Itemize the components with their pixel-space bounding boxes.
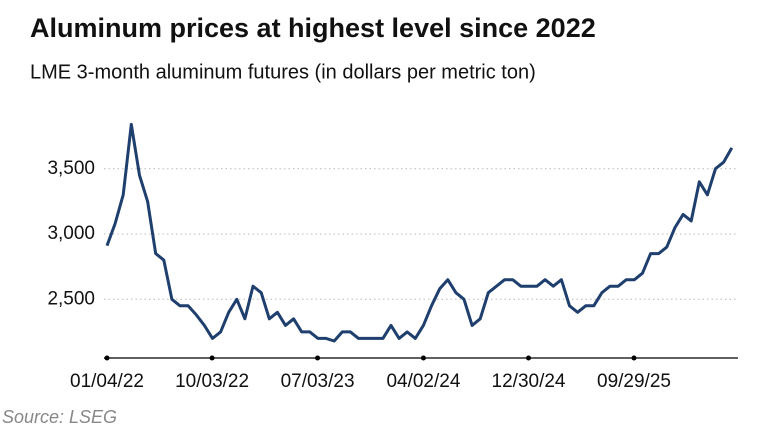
x-tick (104, 355, 110, 361)
x-tick (631, 355, 637, 361)
x-tick (420, 355, 426, 361)
x-tick-label: 12/30/24 (492, 371, 566, 392)
x-tick-label: 07/03/23 (281, 371, 355, 392)
x-tick-label: 04/02/24 (386, 371, 460, 392)
x-tick (315, 355, 321, 361)
line (105, 122, 734, 343)
y-tick-label: 3,000 (47, 223, 95, 244)
y-tick-label: 3,500 (47, 158, 95, 179)
x-tick-label: 10/03/22 (175, 371, 249, 392)
source: Source: LSEG (2, 407, 117, 427)
y-tick-label: 2,500 (47, 288, 95, 309)
chart-title: Aluminum prices at highest level since 2… (30, 13, 596, 43)
x-tick (209, 355, 215, 361)
x-tick-label: 09/29/25 (597, 371, 671, 392)
x-tick (526, 355, 532, 361)
chart-subtitle: LME 3-month aluminum futures (in dollars… (30, 61, 536, 83)
x-tick-label: 01/04/22 (70, 371, 144, 392)
